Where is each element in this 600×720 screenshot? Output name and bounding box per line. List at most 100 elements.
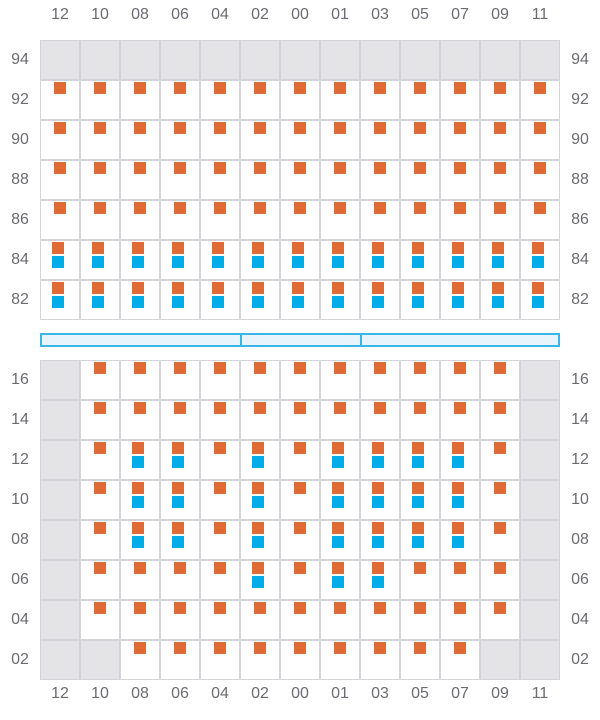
- bottom-section-cell[interactable]: [400, 360, 440, 400]
- top-section-cell[interactable]: [80, 240, 120, 280]
- bottom-section-cell[interactable]: [80, 440, 120, 480]
- bottom-section-cell[interactable]: [520, 600, 560, 640]
- bottom-section-cell[interactable]: [40, 600, 80, 640]
- bottom-section-cell[interactable]: [200, 440, 240, 480]
- top-section-cell[interactable]: [240, 80, 280, 120]
- top-section-cell[interactable]: [520, 200, 560, 240]
- bottom-section-cell[interactable]: [200, 360, 240, 400]
- top-section-cell[interactable]: [440, 120, 480, 160]
- bottom-section-cell[interactable]: [400, 520, 440, 560]
- bottom-section-cell[interactable]: [440, 360, 480, 400]
- top-section-cell[interactable]: [240, 120, 280, 160]
- bottom-section-cell[interactable]: [240, 640, 280, 680]
- bottom-section-cell[interactable]: [240, 440, 280, 480]
- top-section-cell[interactable]: [360, 40, 400, 80]
- bottom-section-cell[interactable]: [40, 400, 80, 440]
- bottom-section-cell[interactable]: [360, 520, 400, 560]
- bottom-section-cell[interactable]: [280, 480, 320, 520]
- top-section-cell[interactable]: [360, 80, 400, 120]
- top-section-cell[interactable]: [240, 240, 280, 280]
- bottom-section-cell[interactable]: [400, 440, 440, 480]
- bottom-section-cell[interactable]: [200, 520, 240, 560]
- top-section-cell[interactable]: [520, 160, 560, 200]
- top-section-cell[interactable]: [200, 280, 240, 320]
- top-section-cell[interactable]: [80, 80, 120, 120]
- bottom-section-cell[interactable]: [520, 360, 560, 400]
- bottom-section-cell[interactable]: [360, 640, 400, 680]
- bottom-section-cell[interactable]: [120, 360, 160, 400]
- bottom-section-cell[interactable]: [160, 560, 200, 600]
- bottom-section-cell[interactable]: [480, 600, 520, 640]
- bottom-section-cell[interactable]: [520, 520, 560, 560]
- bottom-section-cell[interactable]: [80, 520, 120, 560]
- top-section-cell[interactable]: [400, 240, 440, 280]
- top-section-cell[interactable]: [200, 80, 240, 120]
- top-section-cell[interactable]: [440, 240, 480, 280]
- bottom-section-cell[interactable]: [280, 520, 320, 560]
- top-section-cell[interactable]: [400, 280, 440, 320]
- bottom-section-cell[interactable]: [440, 640, 480, 680]
- top-section-cell[interactable]: [360, 200, 400, 240]
- top-section-cell[interactable]: [240, 200, 280, 240]
- top-section-cell[interactable]: [320, 240, 360, 280]
- top-section-cell[interactable]: [440, 200, 480, 240]
- bottom-section-cell[interactable]: [280, 360, 320, 400]
- top-section-cell[interactable]: [40, 120, 80, 160]
- bottom-section-cell[interactable]: [80, 640, 120, 680]
- top-section-cell[interactable]: [240, 40, 280, 80]
- bottom-section-cell[interactable]: [360, 480, 400, 520]
- top-section-cell[interactable]: [120, 80, 160, 120]
- top-section-cell[interactable]: [320, 280, 360, 320]
- top-section-cell[interactable]: [280, 80, 320, 120]
- bottom-section-cell[interactable]: [160, 440, 200, 480]
- bottom-section-cell[interactable]: [200, 480, 240, 520]
- bottom-section-cell[interactable]: [80, 400, 120, 440]
- top-section-cell[interactable]: [480, 240, 520, 280]
- bottom-section-cell[interactable]: [320, 520, 360, 560]
- bottom-section-cell[interactable]: [120, 480, 160, 520]
- bottom-section-cell[interactable]: [480, 560, 520, 600]
- bottom-section-cell[interactable]: [120, 600, 160, 640]
- bottom-section-cell[interactable]: [80, 560, 120, 600]
- bottom-section-cell[interactable]: [120, 560, 160, 600]
- top-section-cell[interactable]: [240, 160, 280, 200]
- top-section-cell[interactable]: [280, 160, 320, 200]
- bottom-section-cell[interactable]: [160, 400, 200, 440]
- bottom-section-cell[interactable]: [280, 640, 320, 680]
- bottom-section-cell[interactable]: [360, 360, 400, 400]
- top-section-cell[interactable]: [240, 280, 280, 320]
- top-section-cell[interactable]: [120, 160, 160, 200]
- bottom-section-cell[interactable]: [440, 400, 480, 440]
- top-section-cell[interactable]: [40, 200, 80, 240]
- top-section-cell[interactable]: [160, 240, 200, 280]
- top-section-cell[interactable]: [40, 280, 80, 320]
- bottom-section-cell[interactable]: [120, 520, 160, 560]
- bottom-section-cell[interactable]: [520, 640, 560, 680]
- bottom-section-cell[interactable]: [240, 560, 280, 600]
- bottom-section-cell[interactable]: [80, 480, 120, 520]
- top-section-cell[interactable]: [40, 160, 80, 200]
- bottom-section-cell[interactable]: [160, 480, 200, 520]
- bottom-section-cell[interactable]: [40, 520, 80, 560]
- top-section-cell[interactable]: [320, 160, 360, 200]
- top-section-cell[interactable]: [160, 40, 200, 80]
- bottom-section-cell[interactable]: [280, 440, 320, 480]
- bottom-section-cell[interactable]: [320, 400, 360, 440]
- bottom-section-cell[interactable]: [480, 440, 520, 480]
- bottom-section-cell[interactable]: [320, 600, 360, 640]
- top-section-cell[interactable]: [480, 160, 520, 200]
- bottom-section-cell[interactable]: [520, 560, 560, 600]
- top-section-cell[interactable]: [360, 280, 400, 320]
- top-section-cell[interactable]: [280, 240, 320, 280]
- bottom-section-cell[interactable]: [400, 640, 440, 680]
- bottom-section-cell[interactable]: [440, 560, 480, 600]
- bottom-section-cell[interactable]: [400, 600, 440, 640]
- top-section-cell[interactable]: [120, 280, 160, 320]
- top-section-cell[interactable]: [360, 120, 400, 160]
- bottom-section-cell[interactable]: [80, 360, 120, 400]
- top-section-cell[interactable]: [120, 40, 160, 80]
- bottom-section-cell[interactable]: [440, 600, 480, 640]
- top-section-cell[interactable]: [440, 80, 480, 120]
- top-section-cell[interactable]: [400, 160, 440, 200]
- top-section-cell[interactable]: [520, 40, 560, 80]
